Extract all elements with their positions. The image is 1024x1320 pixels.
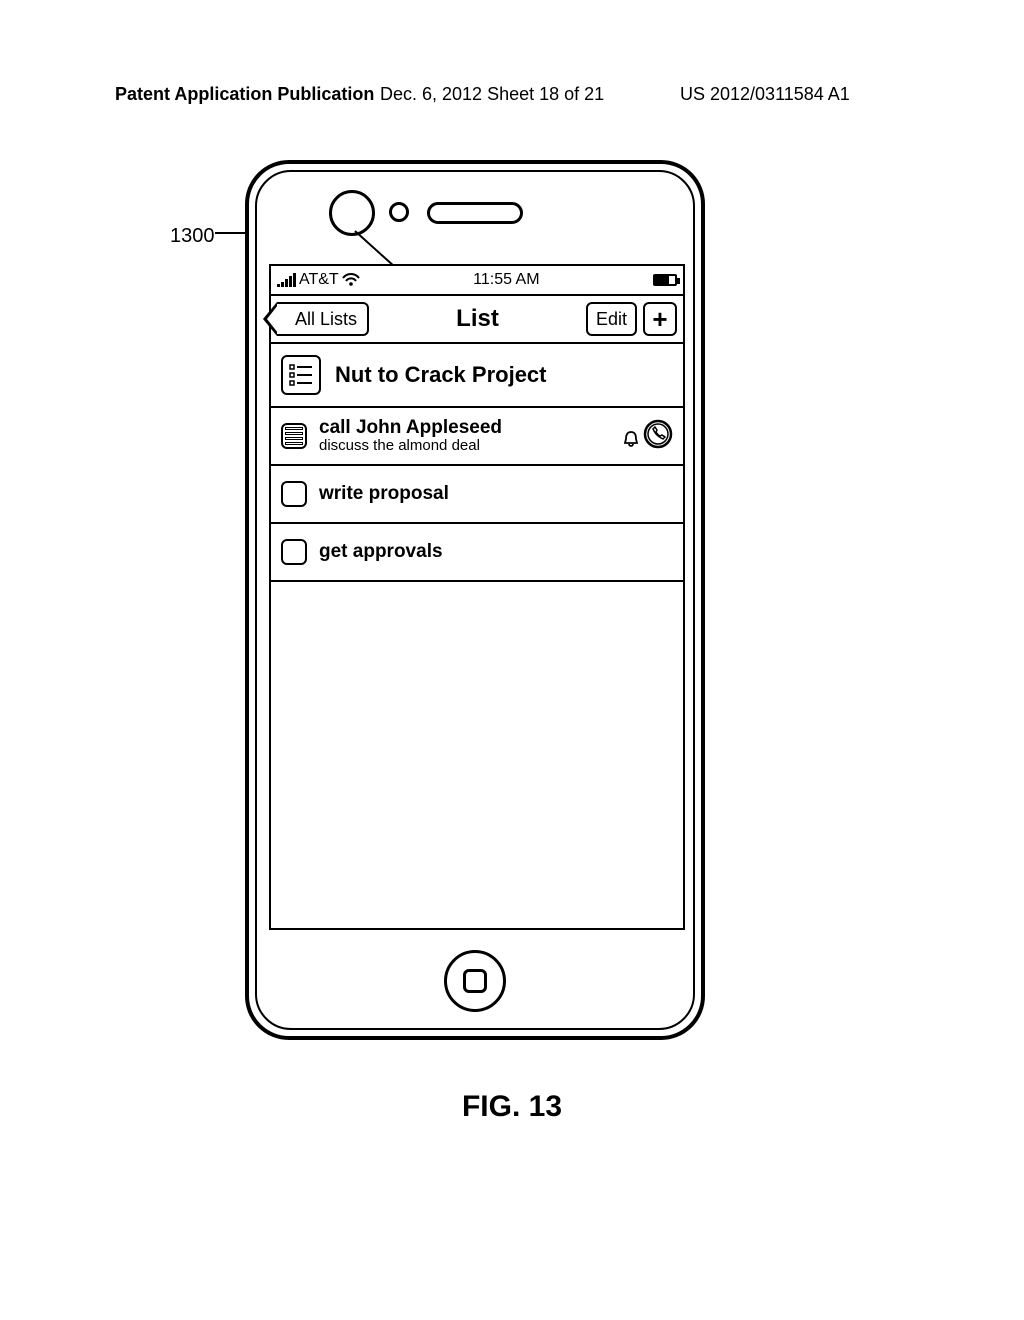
section-title: Nut to Crack Project xyxy=(335,362,547,388)
list-item-subtitle: discuss the almond deal xyxy=(319,438,609,454)
edit-button[interactable]: Edit xyxy=(586,302,637,336)
section-header: Nut to Crack Project xyxy=(271,344,683,408)
phone-screen: AT&T 11:55 AM All Lists List Ed xyxy=(269,264,685,930)
sensor-icon xyxy=(389,202,409,222)
list-item-title: call John Appleseed xyxy=(319,418,609,438)
checkbox-icon[interactable] xyxy=(281,481,307,507)
home-button-icon xyxy=(463,969,487,993)
phone-body: AT&T 11:55 AM All Lists List Ed xyxy=(245,160,705,1040)
nav-bar: All Lists List Edit + xyxy=(271,296,683,344)
list-item-text: write proposal xyxy=(319,484,673,504)
list-item-title: get approvals xyxy=(319,542,673,562)
back-button[interactable]: All Lists xyxy=(277,302,369,336)
list-item-title: write proposal xyxy=(319,484,673,504)
phone-call-icon[interactable] xyxy=(643,419,673,454)
list-item-trailing xyxy=(621,419,673,454)
home-button[interactable] xyxy=(444,950,506,1012)
camera-icon xyxy=(329,190,375,236)
add-button[interactable]: + xyxy=(643,302,677,336)
header-mid: Dec. 6, 2012 Sheet 18 of 21 xyxy=(380,84,604,105)
back-button-label: All Lists xyxy=(295,309,357,330)
clock-label: 11:55 AM xyxy=(473,271,539,289)
list-item-text: call John Appleseed discuss the almond d… xyxy=(319,418,609,454)
edit-button-label: Edit xyxy=(596,309,627,330)
speaker-slot xyxy=(427,202,523,224)
checkbox-done-icon[interactable] xyxy=(281,423,307,449)
header-left: Patent Application Publication xyxy=(115,84,374,105)
reference-number: 1300 xyxy=(170,225,215,248)
list-item[interactable]: write proposal xyxy=(271,466,683,524)
battery-icon xyxy=(653,274,677,286)
plus-icon: + xyxy=(652,304,667,335)
header-right: US 2012/0311584 A1 xyxy=(680,84,850,105)
nav-title: List xyxy=(375,305,580,333)
status-left: AT&T xyxy=(277,271,360,289)
figure-label: FIG. 13 xyxy=(0,1090,1024,1124)
carrier-label: AT&T xyxy=(299,271,339,289)
list-item-text: get approvals xyxy=(319,542,673,562)
list-icon xyxy=(281,355,321,395)
list-item[interactable]: call John Appleseed discuss the almond d… xyxy=(271,408,683,466)
status-bar: AT&T 11:55 AM xyxy=(271,266,683,296)
checkbox-icon[interactable] xyxy=(281,539,307,565)
signal-bars-icon xyxy=(277,273,296,287)
wifi-icon xyxy=(342,273,360,287)
list-item[interactable]: get approvals xyxy=(271,524,683,582)
reminder-bell-icon xyxy=(621,429,641,454)
